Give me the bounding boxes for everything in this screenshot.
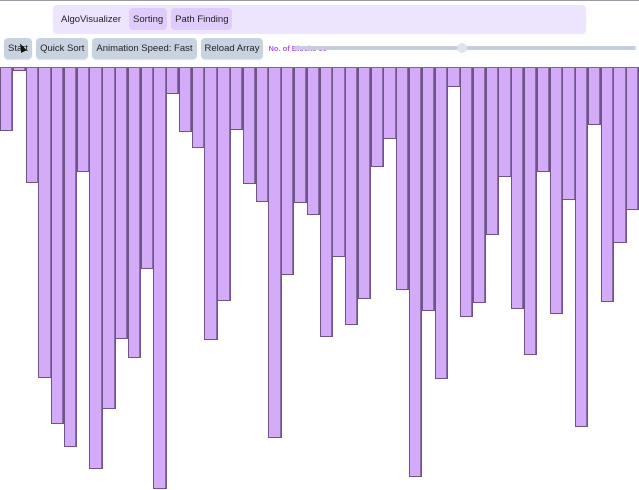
array-bars-container xyxy=(0,68,639,490)
array-bar xyxy=(153,68,167,489)
array-bar xyxy=(166,68,180,94)
array-bar xyxy=(230,68,244,130)
array-bar xyxy=(472,68,487,303)
algorithm-select-button[interactable]: Quick Sort xyxy=(36,38,89,59)
array-bar xyxy=(281,68,295,275)
array-bar xyxy=(626,68,639,210)
array-bar xyxy=(383,68,397,139)
array-bar xyxy=(51,68,65,424)
array-bar xyxy=(102,68,116,409)
array-bar xyxy=(357,68,372,299)
array-bar xyxy=(217,68,231,301)
nav-path-finding[interactable]: Path Finding xyxy=(171,8,233,30)
array-bar xyxy=(319,68,333,337)
array-bar xyxy=(587,68,602,125)
array-bar xyxy=(447,68,461,87)
array-bar xyxy=(511,68,525,309)
array-bar xyxy=(370,68,384,167)
window-top-border xyxy=(0,0,639,1)
nav-sorting[interactable]: Sorting xyxy=(129,8,168,30)
array-bar xyxy=(0,68,14,131)
array-bar xyxy=(485,68,499,235)
array-bar xyxy=(396,68,410,290)
array-bar xyxy=(536,68,551,172)
bars-baseline xyxy=(0,67,639,68)
array-bar xyxy=(140,68,154,269)
start-button[interactable]: Start xyxy=(4,38,33,59)
array-bar xyxy=(127,68,142,358)
array-bar xyxy=(255,68,269,202)
app-brand: AlgoVisualizer xyxy=(61,13,122,25)
array-bar xyxy=(76,68,90,172)
array-bar xyxy=(613,68,627,243)
array-bar xyxy=(421,68,435,311)
blocks-slider[interactable] xyxy=(294,43,636,53)
array-bar xyxy=(408,68,423,477)
array-bar xyxy=(12,68,27,71)
array-bar xyxy=(345,68,359,325)
array-bar xyxy=(242,68,257,184)
reload-array-button[interactable]: Reload Array xyxy=(200,38,264,59)
animation-speed-button[interactable]: Animation Speed: Fast xyxy=(92,38,197,59)
array-bar xyxy=(562,68,576,200)
array-bar xyxy=(38,68,52,378)
array-bar xyxy=(178,68,193,132)
array-bar xyxy=(575,68,589,427)
array-bar xyxy=(63,68,78,447)
navbar: AlgoVisualizer Sorting Path Finding xyxy=(53,5,586,33)
array-bar xyxy=(25,68,39,183)
array-bar xyxy=(191,68,205,148)
array-bar xyxy=(460,68,474,317)
array-bar xyxy=(434,68,448,379)
array-bar xyxy=(549,68,563,314)
array-bar xyxy=(115,68,129,339)
array-bar xyxy=(498,68,512,177)
controls-toolbar: Start Quick Sort Animation Speed: Fast R… xyxy=(4,38,327,59)
array-bar xyxy=(332,68,346,257)
array-bar xyxy=(523,68,538,355)
array-bar xyxy=(89,68,103,469)
slider-thumb[interactable] xyxy=(456,43,467,53)
array-bar xyxy=(268,68,282,438)
array-bar xyxy=(600,68,614,302)
array-bar xyxy=(293,68,308,203)
array-bar xyxy=(204,68,218,340)
array-bar xyxy=(306,68,320,215)
